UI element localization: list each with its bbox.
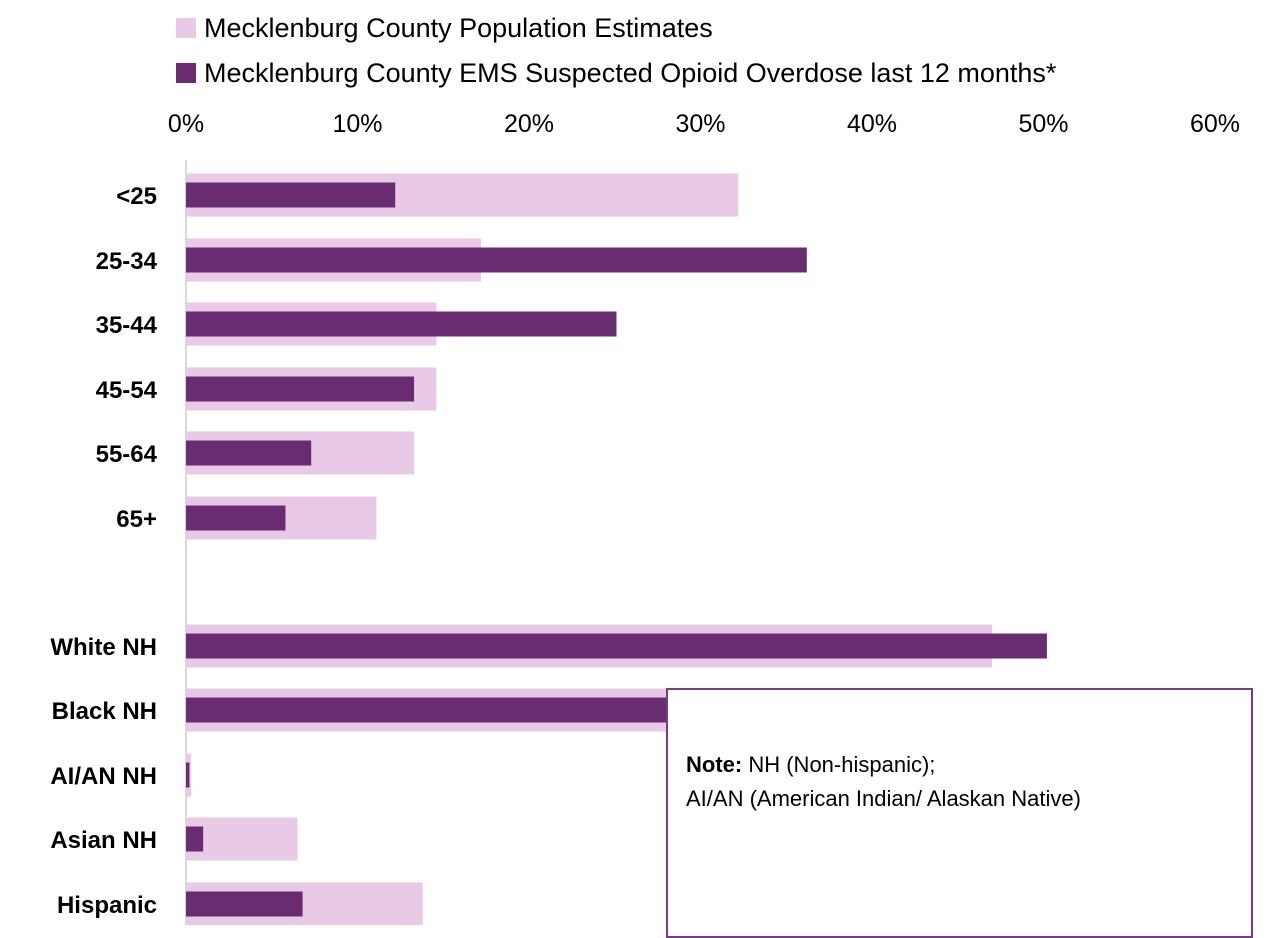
bar-ems — [186, 247, 807, 273]
category-label: AI/AN NH — [50, 763, 157, 790]
legend-label-ems: Mecklenburg County EMS Suspected Opioid … — [204, 57, 1057, 88]
bar-ems — [186, 633, 1047, 659]
x-tick-label: 30% — [675, 110, 725, 138]
category-label: Asian NH — [50, 827, 157, 854]
category-label: Black NH — [52, 698, 157, 725]
bar-ems — [186, 891, 303, 917]
bar-ems — [186, 182, 396, 208]
bar-ems — [186, 505, 286, 531]
x-tick-label: 20% — [504, 110, 554, 138]
x-tick-label: 40% — [847, 110, 897, 138]
note-line-1: Note: NH (Non-hispanic); — [686, 748, 1233, 782]
category-label: 65+ — [116, 506, 157, 533]
bar-ems — [186, 762, 190, 788]
category-label: 45-54 — [96, 377, 158, 404]
bar-ems — [186, 826, 204, 852]
category-label: 35-44 — [96, 312, 158, 339]
x-tick-label: 10% — [332, 110, 382, 138]
x-tick-label: 50% — [1018, 110, 1068, 138]
x-tick-label: 0% — [168, 110, 204, 138]
legend-label-population: Mecklenburg County Population Estimates — [204, 12, 713, 43]
legend-swatch-population — [176, 18, 196, 38]
note-text-1: NH (Non-hispanic); — [748, 752, 936, 777]
bar-ems — [186, 376, 415, 402]
legend-swatch-ems — [176, 63, 196, 83]
legend-item-population: Mecklenburg County Population Estimates — [176, 11, 713, 45]
category-label: White NH — [50, 634, 157, 661]
bar-ems — [186, 311, 617, 337]
category-label: Hispanic — [57, 892, 157, 919]
bar-population — [186, 817, 298, 861]
legend-item-ems: Mecklenburg County EMS Suspected Opioid … — [176, 56, 1056, 90]
x-tick-label: 60% — [1190, 110, 1240, 138]
category-label: <25 — [116, 183, 157, 210]
category-label: 25-34 — [96, 248, 158, 275]
note-line-2: AI/AN (American Indian/ Alaskan Native) — [686, 786, 1081, 811]
note-box: Note: NH (Non-hispanic); AI/AN (American… — [666, 688, 1253, 938]
bar-ems — [186, 440, 312, 466]
note-label: Note: — [686, 752, 743, 777]
category-label: 55-64 — [96, 441, 158, 468]
